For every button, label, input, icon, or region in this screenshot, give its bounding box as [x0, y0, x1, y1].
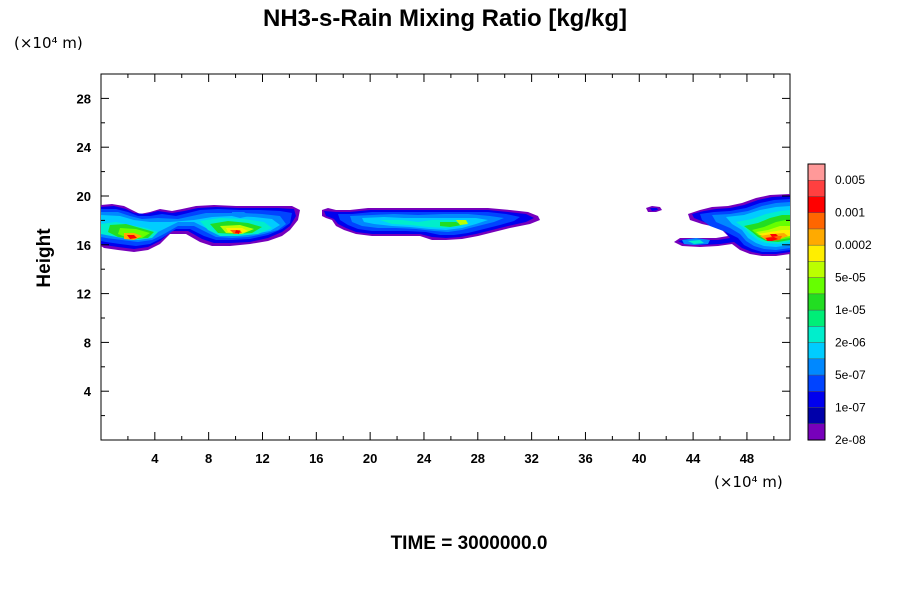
colorbar-swatch — [807, 244, 826, 262]
time-label: TIME = 3000000.0 — [391, 533, 548, 554]
x-tick-label: 16 — [309, 451, 323, 466]
chart-title: NH3-s-Rain Mixing Ratio [kg/kg] — [263, 5, 627, 32]
data-field — [101, 194, 790, 256]
y-tick-label: 28 — [77, 91, 91, 106]
colorbar-label: 5e-07 — [835, 368, 866, 382]
colorbar-label: 0.001 — [835, 206, 865, 220]
colorbar-label: 1e-05 — [835, 303, 866, 317]
colorbar-swatch — [807, 261, 826, 279]
colorbar-swatch — [807, 309, 826, 327]
colorbar-label: 2e-06 — [835, 336, 866, 350]
y-tick-label: 4 — [84, 384, 92, 399]
y-tick-label: 20 — [77, 189, 91, 204]
x-tick-label: 12 — [255, 451, 269, 466]
right-cluster — [674, 194, 790, 256]
colorbar-label: 0.005 — [835, 173, 865, 187]
plot-area — [100, 73, 791, 441]
x-tick-label: 28 — [471, 451, 485, 466]
colorbar-swatch — [807, 277, 826, 295]
colorbar-swatch — [807, 374, 826, 392]
x-tick-label: 40 — [632, 451, 646, 466]
small-patch — [646, 206, 662, 212]
x-tick-label: 20 — [363, 451, 377, 466]
center-cluster — [232, 208, 540, 240]
colorbar-swatch — [807, 163, 826, 181]
colorbar-swatch — [807, 196, 826, 214]
colorbar: 0.005 0.001 0.0002 5e-05 1e-05 2e-06 5e-07 1e-0… — [807, 163, 872, 447]
colorbar-label: 0.0002 — [835, 238, 872, 252]
colorbar-label: 2e-08 — [835, 433, 866, 447]
x-tick-label: 36 — [578, 451, 592, 466]
colorbar-border — [807, 163, 826, 441]
y-tick-label: 16 — [77, 238, 91, 253]
x-axis: 4 8 12 16 20 24 28 32 36 40 44 48 — [127, 74, 775, 466]
left-cluster — [101, 204, 300, 252]
x-tick-label: 24 — [417, 451, 432, 466]
x-tick-label: 4 — [151, 451, 159, 466]
colorbar-swatch — [807, 407, 826, 425]
x-tick-label: 8 — [205, 451, 212, 466]
colorbar-swatch — [807, 212, 826, 230]
colorbar-swatch — [807, 293, 826, 311]
y-tick-label: 24 — [77, 140, 92, 155]
colorbar-swatch — [807, 342, 826, 360]
colorbar-swatch — [807, 179, 826, 198]
x-tick-label: 32 — [524, 451, 538, 466]
y-tick-label: 12 — [77, 287, 91, 302]
colorbar-swatch — [807, 358, 826, 376]
colorbar-swatch — [807, 391, 826, 409]
colorbar-label: 5e-05 — [835, 271, 866, 285]
colorbar-swatch — [807, 326, 826, 344]
y-unit-label: (×10⁴ m) — [14, 34, 83, 52]
x-tick-label: 44 — [686, 451, 701, 466]
colorbar-swatch — [807, 228, 826, 246]
colorbar-label: 1e-07 — [835, 401, 866, 415]
x-unit-label: (×10⁴ m) — [714, 473, 783, 491]
x-tick-label: 48 — [740, 451, 754, 466]
y-axis: 4 8 12 16 20 24 28 — [77, 91, 790, 417]
y-tick-label: 8 — [84, 335, 91, 350]
y-axis-label: Height — [34, 228, 55, 288]
colorbar-swatch — [807, 423, 826, 441]
